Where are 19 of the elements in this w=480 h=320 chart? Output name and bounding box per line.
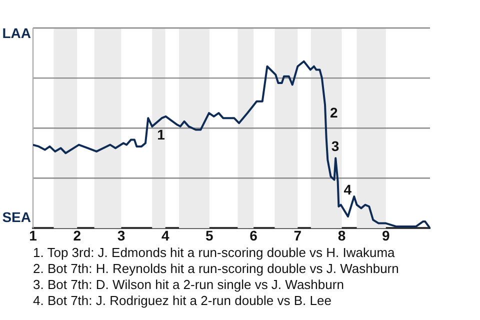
text: 1. Top 3rd: J. Edmonds hit a run-scoring double vs H. Iwakuma xyxy=(33,245,396,261)
x-tick-label: 2 xyxy=(73,227,82,244)
annotation: 2 xyxy=(330,104,338,121)
text: 2. Bot 7th: H. Reynolds hit a run-scoring double vs J. Washburn xyxy=(33,261,399,277)
x-tick-label: 5 xyxy=(206,227,214,244)
x-tick-label: 7 xyxy=(294,227,302,244)
x-tick-label: 3 xyxy=(117,227,126,244)
x-tick-label: 1 xyxy=(29,227,38,244)
text: 4. Bot 7th: J. Rodriguez hit a 2-run double vs B. Lee xyxy=(33,293,332,309)
annotation: 4 xyxy=(344,181,352,198)
x-tick-label: 6 xyxy=(250,227,258,244)
text: 3. Bot 7th: D. Wilson hit a 2-run single vs J. Washburn xyxy=(33,277,345,293)
annotation: 1 xyxy=(157,126,166,142)
annotation: 3 xyxy=(331,138,340,154)
x-tick-label: 8 xyxy=(338,227,346,244)
text: LAA xyxy=(2,24,31,41)
x-tick-label: 9 xyxy=(382,227,390,244)
text: SEA xyxy=(2,209,31,226)
x-tick-label: 4 xyxy=(161,227,170,244)
